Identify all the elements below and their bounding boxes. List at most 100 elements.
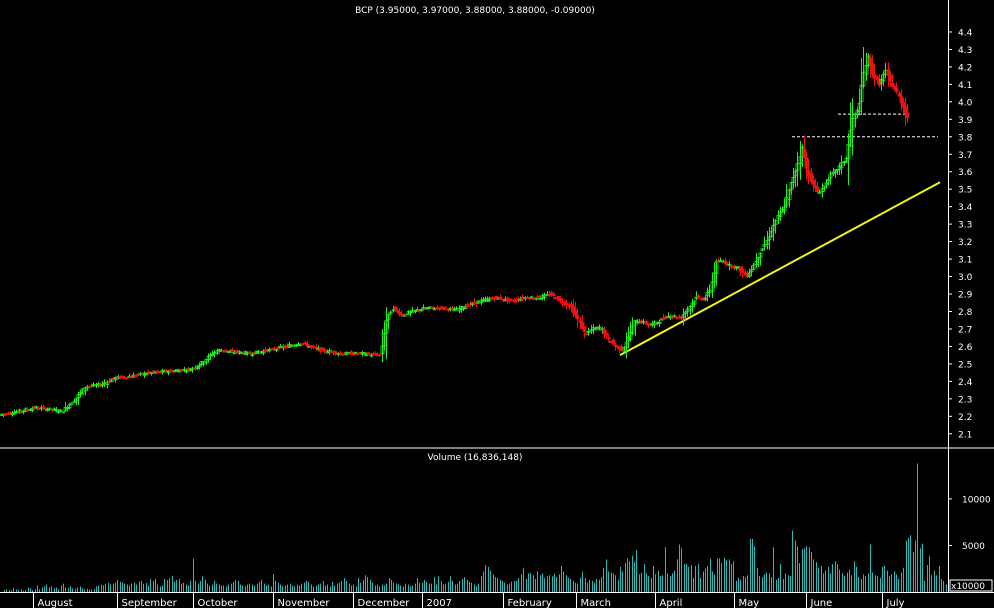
candle-body: [787, 189, 792, 200]
candle-body: [762, 244, 767, 248]
candle-body: [888, 74, 893, 82]
candle-body: [758, 252, 763, 258]
candle-body: [663, 316, 668, 320]
candle-body: [558, 297, 563, 301]
candle-body: [839, 162, 844, 169]
candle-body: [402, 314, 407, 317]
candle-body: [311, 345, 316, 348]
candle-body: [419, 309, 424, 312]
candle-body: [815, 186, 820, 192]
candle-body: [109, 379, 114, 383]
candle-body: [463, 306, 468, 310]
candle-body: [604, 333, 609, 336]
candle-body: [146, 371, 151, 374]
candle-body: [802, 149, 807, 159]
candle-body: [877, 78, 882, 86]
candle-body: [230, 349, 235, 352]
candle-body: [850, 117, 855, 130]
candle-body: [586, 330, 591, 333]
candle-body: [111, 377, 116, 380]
candle-body: [897, 92, 902, 97]
candle-body: [67, 404, 72, 409]
candle-body: [135, 374, 140, 377]
candle-body: [492, 298, 497, 301]
candle-body: [494, 295, 499, 298]
candle-body: [580, 322, 585, 330]
month-label: June: [810, 598, 833, 608]
price-title: BCP (3.95000, 3.97000, 3.88000, 3.88000,…: [355, 6, 595, 16]
candle-body: [740, 268, 745, 273]
candle-body: [817, 191, 822, 194]
candle-body: [804, 157, 809, 169]
candle-body: [377, 353, 382, 356]
candle-body: [905, 112, 910, 119]
support-trendline: [619, 181, 941, 357]
candlestick-layer: [0, 47, 910, 418]
candle-body: [784, 197, 789, 206]
price-tick-label: 3.5: [958, 186, 972, 196]
candle-body: [868, 57, 873, 64]
month-label: December: [358, 598, 411, 608]
candle-body: [870, 63, 875, 75]
candle-body: [184, 370, 189, 373]
candle-body: [105, 381, 110, 385]
candle-body: [890, 82, 895, 88]
candle-body: [437, 307, 442, 310]
candle-body: [782, 206, 787, 212]
candle-body: [674, 316, 679, 319]
volume-tick-label: 10000: [962, 495, 991, 505]
candle-body: [157, 371, 162, 374]
candle-body: [432, 308, 437, 311]
candle-body: [399, 313, 404, 316]
price-tick-label: 2.7: [958, 325, 972, 335]
candle-body: [322, 348, 327, 352]
candle-body: [602, 328, 607, 335]
price-tick-label: 3.7: [958, 151, 972, 161]
candle-body: [628, 331, 633, 340]
candle-body: [36, 408, 41, 411]
candle-body: [582, 326, 587, 332]
candle-body: [430, 306, 435, 309]
candle-body: [498, 296, 503, 300]
candle-body: [151, 370, 156, 373]
price-tick-label: 3.8: [958, 133, 973, 143]
candle-body: [166, 371, 171, 374]
candle-body: [487, 298, 492, 301]
candle-body: [25, 409, 30, 412]
candle-body: [520, 296, 525, 300]
candle-body: [124, 376, 129, 379]
candle-body: [201, 361, 206, 365]
price-tick-label: 3.6: [958, 168, 973, 178]
price-tick-label: 4.0: [958, 98, 973, 108]
candle-body: [806, 169, 811, 177]
candle-body: [611, 339, 616, 345]
candle-body: [573, 310, 578, 316]
price-tick-label: 4.4: [958, 28, 973, 38]
candle-body: [536, 295, 541, 299]
candle-body: [551, 293, 556, 296]
candle-body: [644, 321, 649, 325]
volume-title: Volume (16,836,148): [428, 453, 523, 463]
price-tick-label: 3.4: [958, 203, 973, 213]
candle-body: [234, 350, 239, 353]
month-label: May: [739, 598, 760, 608]
month-label: August: [38, 598, 73, 608]
candle-body: [696, 295, 701, 299]
candle-body: [773, 220, 778, 225]
candle-body: [276, 346, 281, 350]
candle-body: [248, 352, 253, 355]
price-tick-label: 2.6: [958, 343, 973, 353]
candle-body: [58, 409, 63, 412]
candle-body: [388, 311, 393, 315]
candle-body: [140, 372, 145, 375]
candle-body: [333, 351, 338, 355]
candle-body: [859, 84, 864, 102]
candle-body: [619, 346, 624, 351]
candle-body: [149, 371, 154, 375]
candle-body: [542, 294, 547, 299]
candle-body: [366, 352, 371, 355]
price-tick-label: 2.3: [958, 395, 972, 405]
candle-body: [692, 300, 697, 305]
candle-body: [606, 337, 611, 340]
